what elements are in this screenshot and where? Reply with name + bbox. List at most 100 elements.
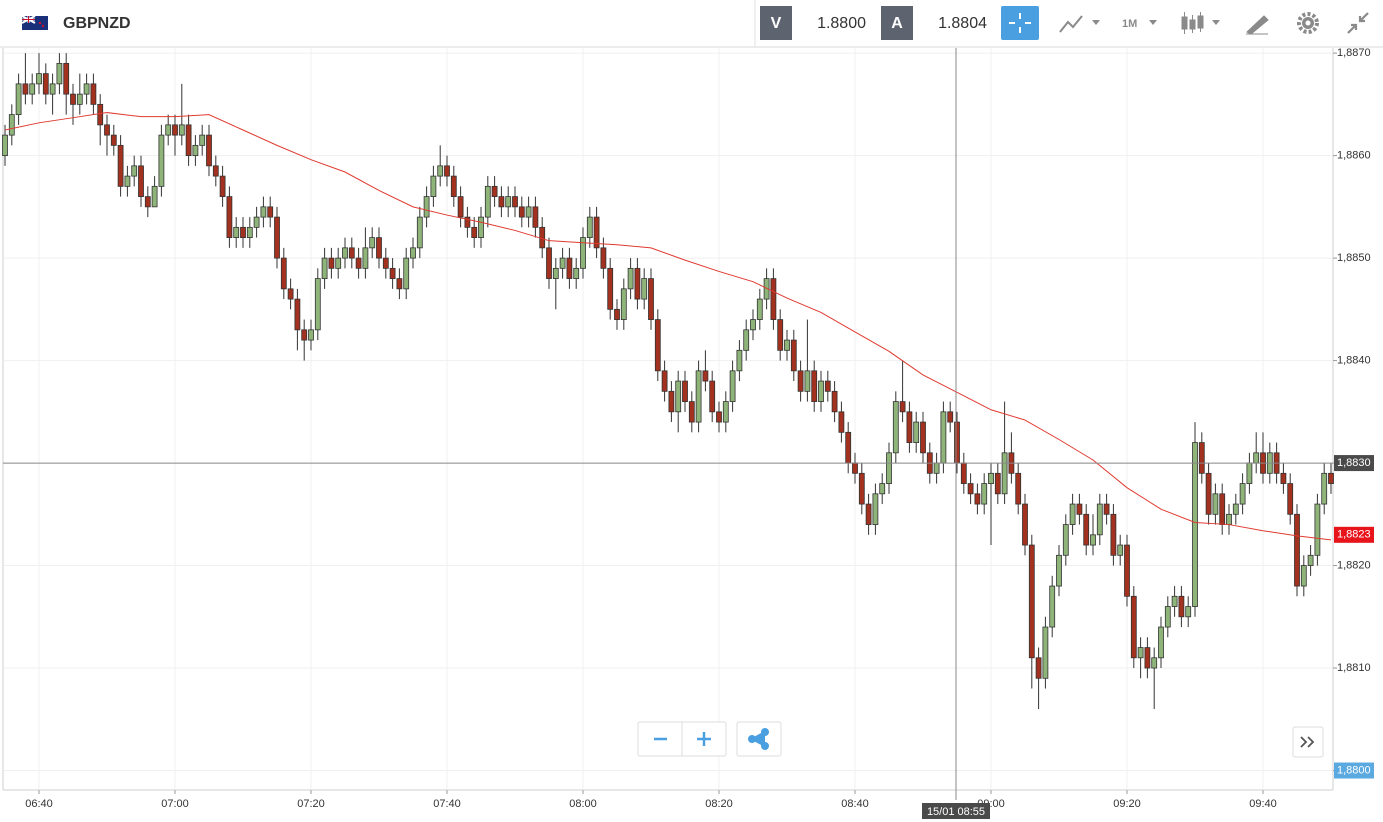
candle-body [981, 483, 988, 505]
candle-body [246, 226, 253, 238]
candle-body [444, 165, 450, 177]
candle-body [729, 370, 736, 402]
candle-body [369, 237, 376, 249]
candle-body [1171, 595, 1178, 607]
candle-body [90, 83, 97, 105]
draw-button[interactable] [1246, 15, 1269, 35]
candle-body [872, 493, 879, 525]
candle-body [376, 237, 382, 259]
candle-body [913, 421, 920, 443]
candle-body [267, 206, 274, 218]
candle-body [403, 257, 410, 290]
candle-body [219, 175, 226, 198]
candle-body [1083, 513, 1090, 546]
candle-body [2, 134, 8, 157]
bid-label[interactable]: V [771, 15, 782, 32]
candle-body [1124, 544, 1130, 597]
candle-body [321, 257, 328, 279]
candle-body [185, 124, 192, 157]
settings-button[interactable] [1297, 12, 1319, 34]
candle-body [994, 472, 1001, 495]
crosshair-price-tag [1334, 455, 1374, 472]
x-tick-label: 08:40 [841, 798, 869, 810]
candle-body [675, 380, 682, 413]
candle-body [518, 206, 525, 218]
candle-body [559, 257, 566, 269]
x-tick-label: 08:20 [705, 798, 733, 810]
candle-body [763, 278, 770, 300]
candle-body [49, 83, 56, 95]
share-icon [748, 728, 769, 750]
chart-type-button[interactable] [1181, 12, 1220, 34]
candle-body [546, 247, 552, 279]
candle-body [1219, 493, 1226, 525]
candle-body [498, 196, 505, 208]
flag-icon [21, 15, 48, 30]
candle-body [634, 267, 641, 300]
candle-body [886, 452, 892, 484]
crosshair-button[interactable] [1001, 6, 1039, 40]
candle-body [192, 144, 199, 157]
candle-body [165, 124, 172, 136]
candle-body [471, 226, 478, 238]
candle-body [83, 83, 90, 95]
candle-body [1110, 513, 1117, 556]
candle-body [505, 196, 512, 208]
last-price-tag [1334, 526, 1374, 543]
timeframe-arrow [1149, 20, 1157, 25]
candle-body [131, 165, 138, 177]
candle-body [1239, 483, 1246, 505]
candle-body [1205, 472, 1212, 515]
candle-body [1137, 647, 1144, 659]
ask-button[interactable] [881, 6, 913, 40]
candle-body [722, 401, 729, 423]
candle-body [525, 206, 532, 218]
scroll-end-button[interactable] [1292, 726, 1324, 758]
candle-body [389, 267, 396, 279]
candle-body [607, 267, 614, 310]
candle-body [620, 288, 627, 320]
candle-body [1049, 585, 1056, 628]
candle-body [1090, 534, 1096, 546]
candle-body [491, 185, 498, 198]
candle-body [1015, 472, 1022, 505]
x-tick-label: 07:00 [161, 798, 189, 810]
candle-body [76, 93, 83, 105]
candle-body [478, 216, 484, 238]
candle-body [593, 216, 600, 249]
zoom-controls [637, 721, 1324, 758]
candle-body [1287, 483, 1294, 515]
y-tick-label: 1,8860 [1337, 150, 1371, 162]
candle-body [1198, 442, 1205, 474]
candle-body [682, 380, 688, 402]
candle-body [600, 247, 607, 269]
candle-body [430, 175, 437, 198]
candle-body [335, 257, 342, 269]
candle-body [702, 370, 709, 382]
candle-body [661, 370, 668, 392]
candle-body [124, 175, 131, 187]
candle-body [892, 401, 899, 454]
zoom-in[interactable] [697, 732, 711, 746]
candle-body [743, 329, 750, 351]
ask-label[interactable]: A [891, 15, 903, 32]
candle-body [1035, 657, 1042, 679]
timeframe[interactable]: 1M [1122, 18, 1137, 30]
crosshair-price: 1,8830 [1337, 457, 1371, 469]
candle-body [1158, 626, 1164, 659]
candle-body [178, 124, 185, 136]
candle-body [63, 62, 70, 95]
candle-body [831, 390, 838, 413]
candle-body [627, 267, 634, 290]
candle-body [750, 319, 756, 331]
candle-body [56, 62, 63, 85]
candle-body [967, 483, 974, 495]
candle-body [947, 411, 954, 423]
bid-button[interactable] [760, 6, 792, 40]
candle-body [172, 124, 178, 136]
indicator-button[interactable] [1059, 15, 1100, 33]
candle-body [1069, 503, 1076, 525]
collapse-button[interactable] [1347, 12, 1369, 34]
candle-body [797, 370, 804, 392]
y-tick-label: 1,8810 [1337, 662, 1371, 674]
